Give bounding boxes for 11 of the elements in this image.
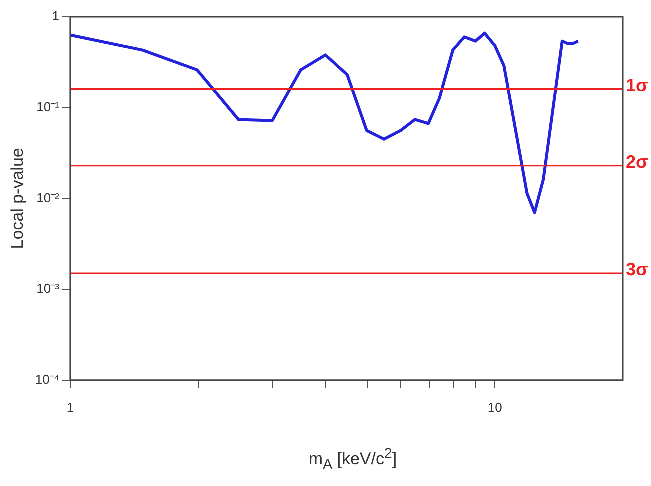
ref-line-label: 3σ [626,260,648,280]
ref-line-label: 2σ [626,152,648,172]
y-tick-label: 10⁻³ [36,281,60,296]
y-tick-label: 10⁻¹ [36,99,60,114]
y-tick-label: 10⁻⁴ [35,372,60,387]
y-tick-label: 10⁻² [36,190,60,206]
ref-line-label: 1σ [626,75,648,96]
y-tick-label: 1 [52,8,60,24]
x-tick-label: 10 [488,400,502,415]
x-axis-title: m$_{A}$ [keV/c$^{2}$] [308,446,398,474]
y-axis-title: Local p-value [8,148,27,250]
